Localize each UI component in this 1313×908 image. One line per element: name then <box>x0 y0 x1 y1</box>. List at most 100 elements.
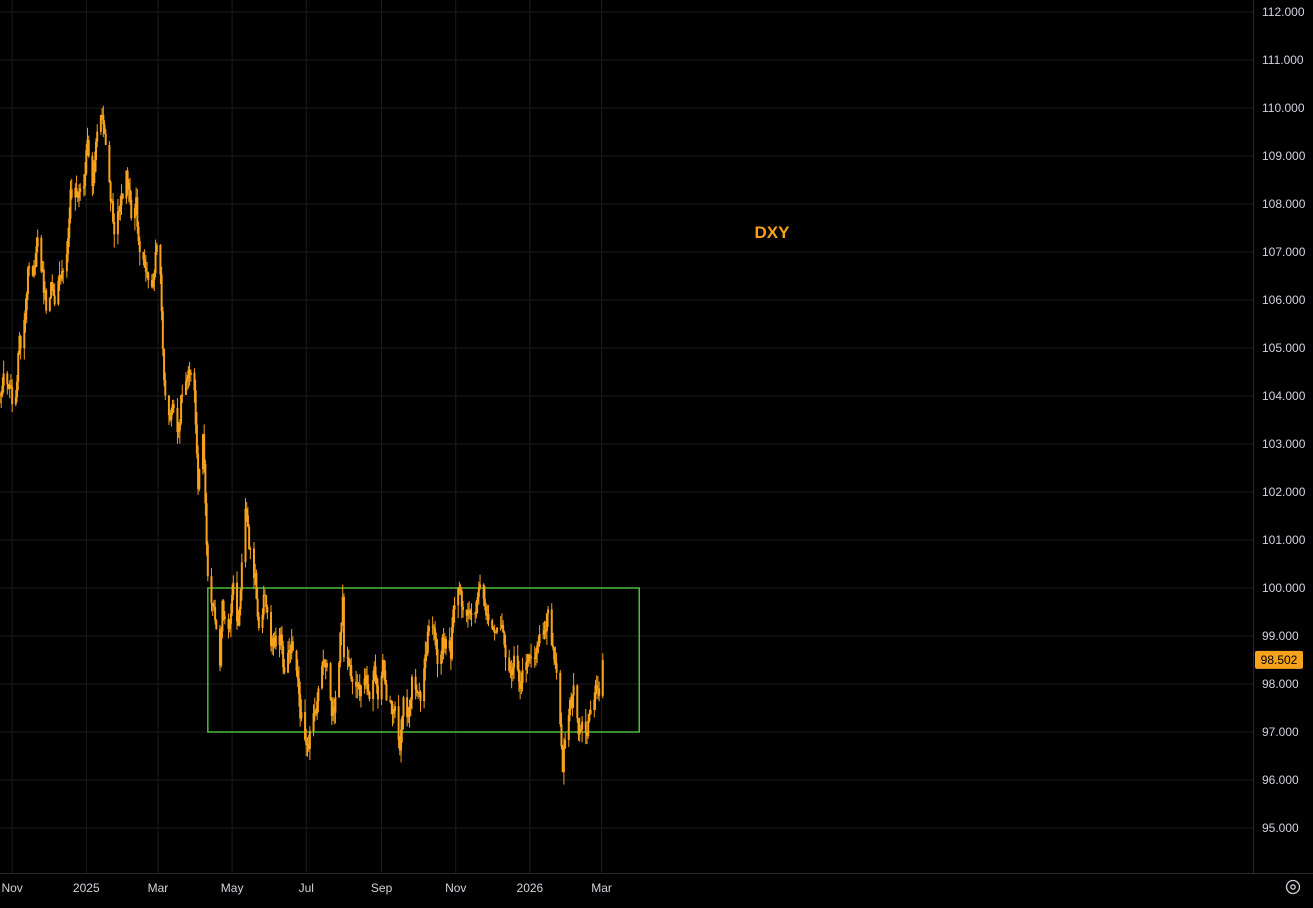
candle-body <box>195 424 198 454</box>
candle-body <box>491 620 494 629</box>
candle-body <box>280 634 283 647</box>
candle-body <box>9 384 12 388</box>
candle-body <box>349 664 352 666</box>
y-tick-label: 107.000 <box>1262 245 1306 259</box>
candle-body <box>299 694 302 719</box>
candle-body <box>266 607 269 613</box>
candle-body <box>181 394 184 396</box>
candle-body <box>428 626 431 632</box>
y-tick-label: 97.000 <box>1262 725 1299 739</box>
candle-body <box>366 675 369 685</box>
candle-body <box>579 729 582 731</box>
candle-body <box>34 265 37 267</box>
candle-body <box>16 381 19 398</box>
candle-body <box>31 266 34 276</box>
candle-body <box>317 688 320 702</box>
candle-body <box>256 598 259 617</box>
candle-body <box>424 654 427 669</box>
candle-body <box>274 635 277 647</box>
candle-body <box>101 114 104 116</box>
candle-body <box>177 430 180 432</box>
candle-body <box>306 744 309 746</box>
candle-body <box>542 633 545 635</box>
candle-body <box>448 640 451 649</box>
candle-body <box>350 664 353 680</box>
range-box[interactable] <box>207 587 640 733</box>
candle-body <box>152 279 155 287</box>
candle-body <box>244 508 247 563</box>
last-price-label: 98.502 <box>1261 653 1298 667</box>
y-tick-label: 112.000 <box>1262 5 1305 19</box>
time-axis[interactable]: Nov 2025 Mar May Jul Sep Nov 2026 Mar <box>1 881 611 895</box>
candle-body <box>254 572 257 579</box>
x-tick-label: Sep <box>371 881 393 895</box>
candle-body <box>136 197 139 227</box>
candle-body <box>436 649 439 664</box>
candle-body <box>112 201 115 222</box>
range-box-layer <box>207 587 640 733</box>
candle-body <box>503 632 506 645</box>
candle-body <box>180 395 183 424</box>
y-tick-label: 102.000 <box>1262 485 1306 499</box>
candle-body <box>116 211 119 235</box>
candle-body <box>452 609 455 627</box>
candle-body <box>537 643 540 646</box>
candle-body <box>248 526 251 550</box>
candle-body <box>108 145 111 183</box>
candle-body <box>109 182 112 202</box>
candle-body <box>91 156 94 186</box>
x-tick-label: Mar <box>591 881 612 895</box>
candle-body <box>398 740 401 751</box>
candle-body <box>469 610 472 614</box>
x-tick-label: Jul <box>299 881 314 895</box>
candle-body <box>163 348 166 380</box>
candle-body <box>77 191 80 198</box>
candle-body <box>137 226 140 242</box>
candle-body <box>510 670 513 675</box>
candle-body <box>508 657 511 671</box>
candle-body <box>57 280 60 305</box>
candle-body <box>297 678 300 695</box>
candle-body <box>235 582 238 622</box>
candle-body <box>492 628 495 630</box>
candle-body <box>167 395 170 416</box>
candle-body <box>418 691 421 693</box>
candle-body <box>601 660 604 696</box>
candle-body <box>155 245 158 253</box>
candle-body <box>212 605 215 608</box>
candle-body <box>278 635 281 646</box>
candle-body <box>465 609 468 616</box>
candle-body <box>314 710 317 714</box>
candle-body <box>594 685 597 700</box>
candle-body <box>211 603 214 606</box>
candle-body <box>334 697 337 713</box>
candle-body <box>76 193 79 198</box>
candle-body <box>440 654 443 664</box>
candle-body <box>342 596 345 658</box>
candle-body <box>92 172 95 186</box>
candle-body <box>393 706 396 712</box>
candle-body <box>435 638 438 650</box>
candle-body <box>357 684 360 686</box>
candle-body <box>376 685 379 700</box>
candle-body <box>153 273 156 280</box>
chart-settings-button[interactable] <box>1283 877 1303 897</box>
candle-body <box>24 310 27 320</box>
candle-body <box>391 703 394 714</box>
candle-body <box>143 259 146 268</box>
candle-body <box>528 655 531 657</box>
candle-body <box>206 544 209 577</box>
price-axis[interactable]: 112.000 111.000 110.000 109.000 108.000 107.0… <box>1262 5 1306 835</box>
candle-body <box>68 218 71 238</box>
candle-body <box>161 311 164 349</box>
candle-body <box>443 639 446 648</box>
candle-body <box>364 675 367 679</box>
candle-body <box>577 718 580 735</box>
candle-body <box>305 739 308 746</box>
candle-body <box>176 407 179 432</box>
candle-body <box>85 150 88 174</box>
candle-body <box>555 663 558 673</box>
candle-body <box>419 691 422 702</box>
candle-body <box>204 463 207 504</box>
